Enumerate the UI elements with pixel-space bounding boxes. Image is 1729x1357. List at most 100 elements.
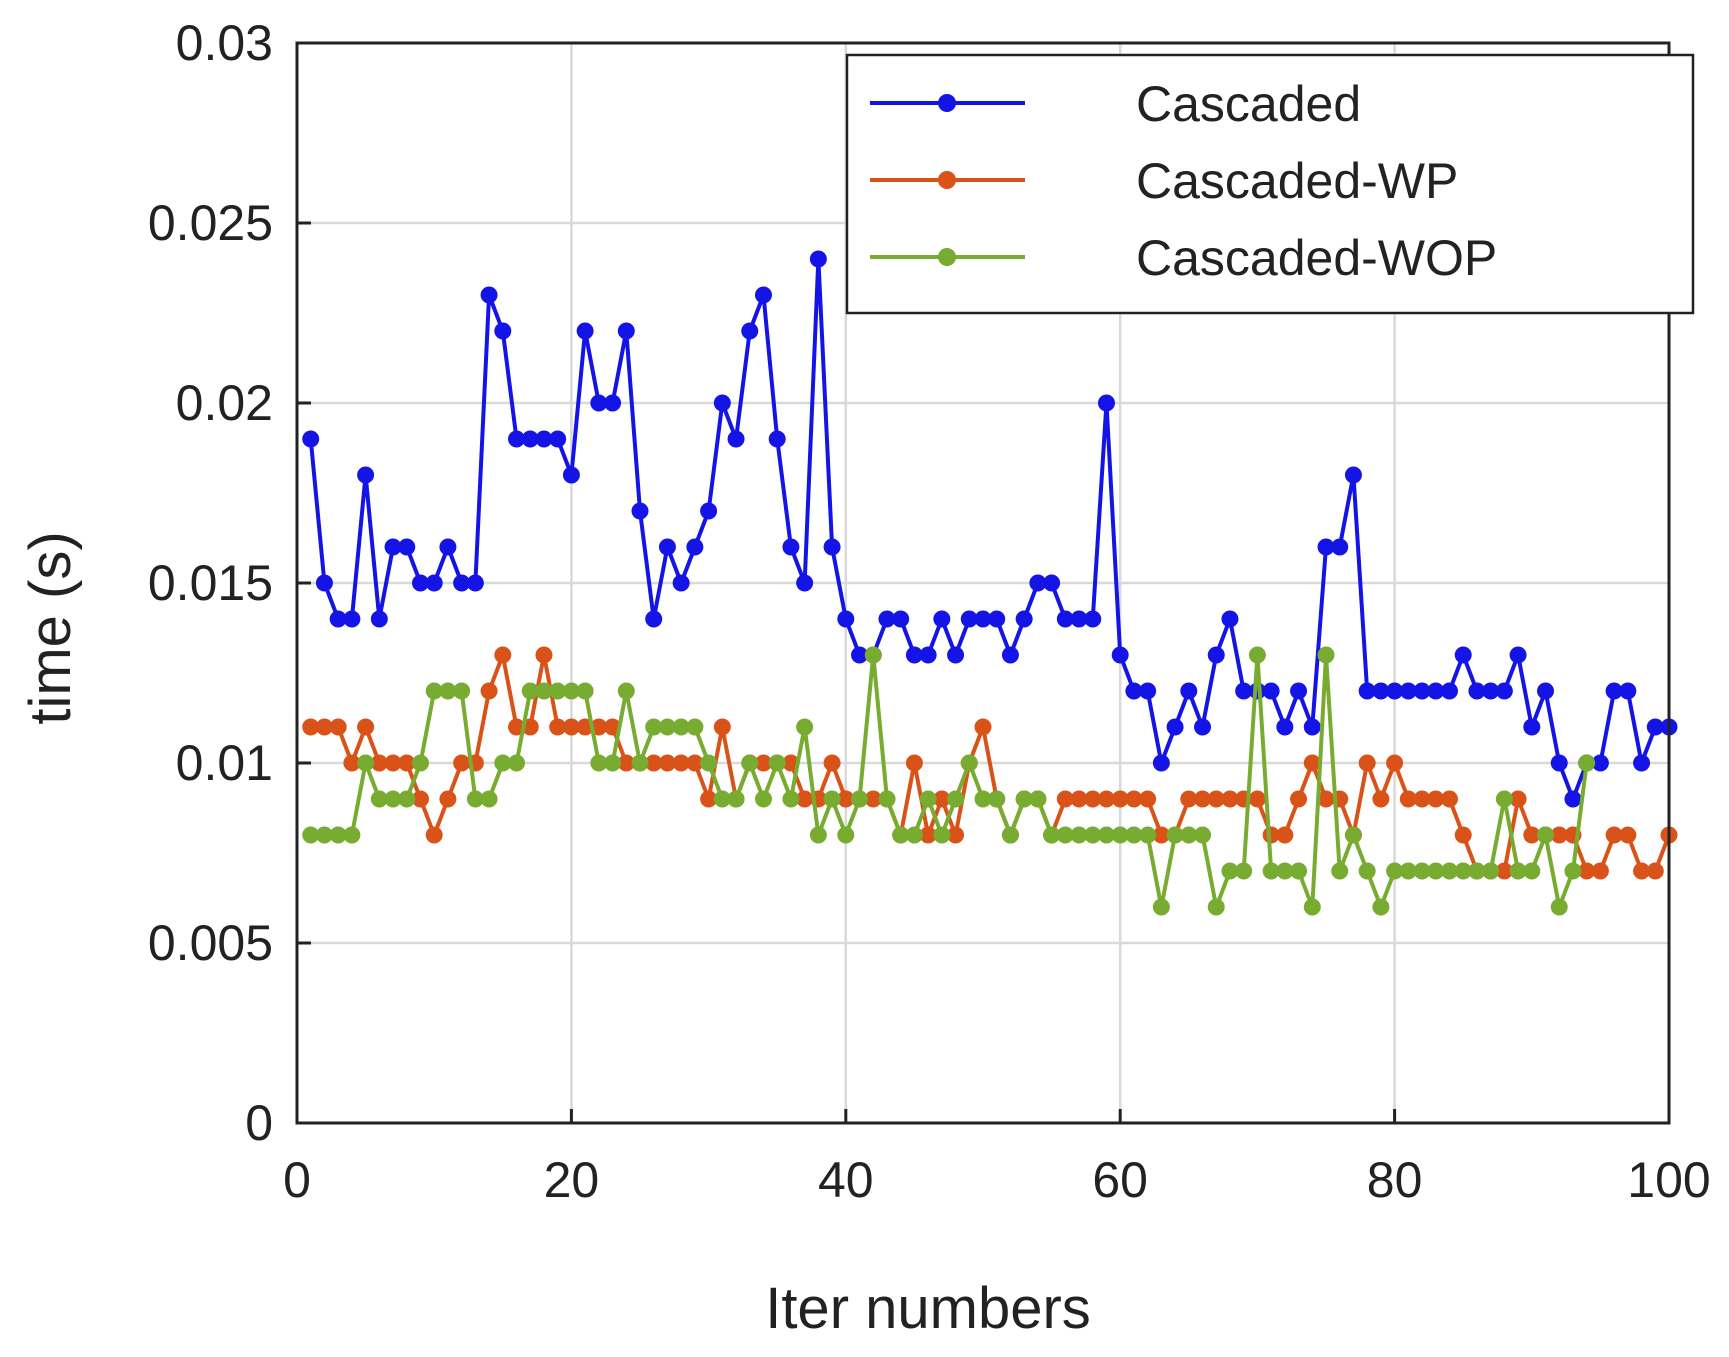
data-point: [576, 682, 594, 700]
legend-marker: [938, 248, 956, 266]
data-point: [645, 754, 663, 772]
data-point: [851, 646, 869, 664]
data-point: [1509, 862, 1527, 880]
data-point: [823, 754, 841, 772]
data-point: [1235, 862, 1253, 880]
data-point: [1454, 862, 1472, 880]
data-point: [631, 754, 649, 772]
data-point: [1152, 898, 1170, 916]
data-point: [1468, 682, 1486, 700]
data-point: [686, 718, 704, 736]
data-point: [398, 754, 416, 772]
data-point: [768, 754, 786, 772]
data-point: [686, 754, 704, 772]
data-point: [754, 790, 772, 808]
data-point: [343, 826, 361, 844]
data-point: [1084, 826, 1102, 844]
data-point: [658, 538, 676, 556]
data-point: [357, 466, 375, 484]
data-point: [549, 682, 567, 700]
data-point: [672, 754, 690, 772]
data-point: [466, 574, 484, 592]
data-point: [727, 430, 745, 448]
data-point: [1015, 790, 1033, 808]
axis-ticks: [295, 41, 1671, 1125]
data-point: [1111, 790, 1129, 808]
data-point: [1221, 610, 1239, 628]
data-point: [535, 682, 553, 700]
data-point: [1056, 790, 1074, 808]
x-tick-label: 40: [818, 1152, 874, 1208]
data-point: [1591, 754, 1609, 772]
data-point: [809, 826, 827, 844]
x-tick-label: 80: [1367, 1152, 1423, 1208]
data-point: [1303, 898, 1321, 916]
data-point: [521, 682, 539, 700]
data-point: [851, 790, 869, 808]
data-point: [727, 790, 745, 808]
data-point: [947, 826, 965, 844]
data-point: [1344, 466, 1362, 484]
data-point: [1235, 682, 1253, 700]
data-point: [905, 754, 923, 772]
data-point: [1523, 718, 1541, 736]
data-point: [1482, 682, 1500, 700]
data-point: [398, 538, 416, 556]
data-point: [1468, 862, 1486, 880]
data-point: [1180, 682, 1198, 700]
data-point: [411, 574, 429, 592]
data-point: [837, 610, 855, 628]
data-point: [1001, 646, 1019, 664]
data-point: [302, 430, 320, 448]
data-point: [933, 790, 951, 808]
series-cascaded: [302, 250, 1678, 808]
data-point: [1043, 574, 1061, 592]
data-point: [1358, 862, 1376, 880]
data-point: [384, 790, 402, 808]
data-point: [1413, 862, 1431, 880]
data-point: [1454, 646, 1472, 664]
data-point: [425, 826, 443, 844]
data-point: [1619, 826, 1637, 844]
y-tick-label: 0.005: [148, 915, 273, 971]
x-axis-label: Iter numbers: [765, 1276, 1091, 1341]
data-point: [1331, 862, 1349, 880]
data-point: [1509, 790, 1527, 808]
data-point: [1482, 862, 1500, 880]
y-tick-label: 0: [245, 1095, 273, 1151]
data-point: [535, 430, 553, 448]
data-point: [398, 790, 416, 808]
data-point: [1125, 790, 1143, 808]
data-point: [1591, 862, 1609, 880]
data-point: [1317, 646, 1335, 664]
data-point: [1413, 682, 1431, 700]
data-point: [947, 646, 965, 664]
legend-entries: Cascaded Cascaded-WP Cascaded-WOP: [870, 76, 1497, 286]
data-point: [1097, 826, 1115, 844]
data-point: [1331, 538, 1349, 556]
data-point: [878, 610, 896, 628]
data-point: [1029, 790, 1047, 808]
data-point: [754, 754, 772, 772]
data-point: [1646, 718, 1664, 736]
data-point: [796, 574, 814, 592]
data-point: [1550, 826, 1568, 844]
data-point: [933, 610, 951, 628]
data-point: [494, 322, 512, 340]
data-point: [329, 718, 347, 736]
data-point: [1207, 646, 1225, 664]
data-point: [1495, 790, 1513, 808]
data-point: [370, 754, 388, 772]
data-point: [1537, 826, 1555, 844]
data-point: [823, 790, 841, 808]
data-point: [439, 538, 457, 556]
data-point: [645, 718, 663, 736]
data-point: [329, 610, 347, 628]
data-point: [453, 754, 471, 772]
data-point: [562, 466, 580, 484]
data-point: [384, 538, 402, 556]
data-point: [411, 754, 429, 772]
legend-label: Cascaded: [1136, 76, 1361, 132]
data-point: [617, 682, 635, 700]
data-point: [1248, 790, 1266, 808]
